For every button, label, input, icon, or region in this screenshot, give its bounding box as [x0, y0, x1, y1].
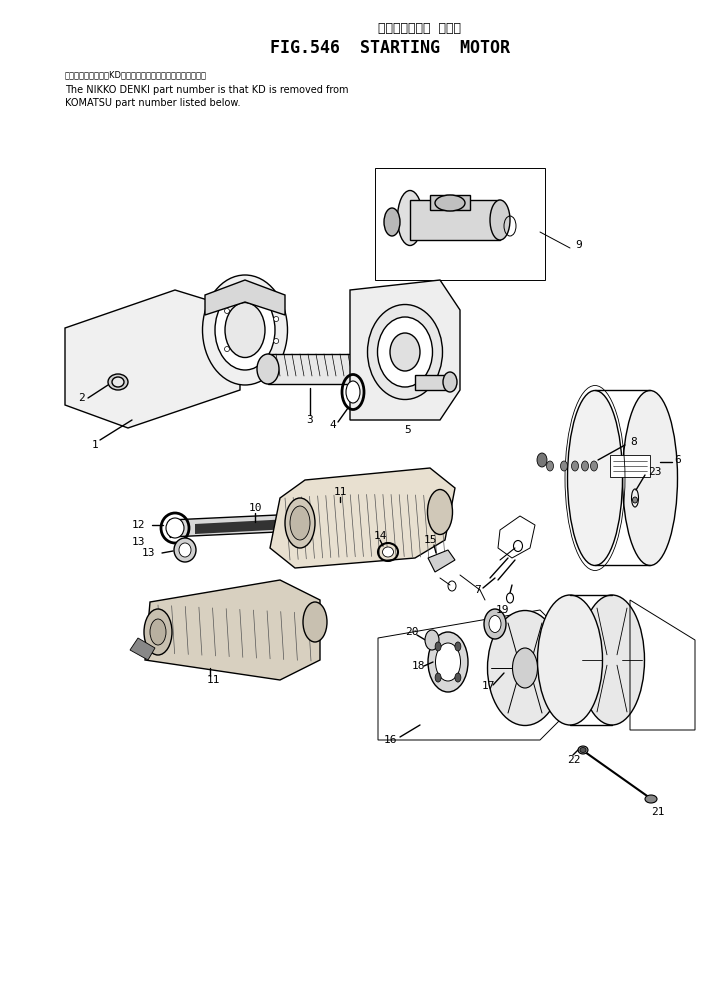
- Text: スターティング  モータ: スターティング モータ: [379, 22, 462, 35]
- Ellipse shape: [166, 518, 184, 538]
- Polygon shape: [205, 280, 285, 315]
- Polygon shape: [65, 290, 240, 428]
- Text: 19: 19: [496, 605, 509, 615]
- Ellipse shape: [225, 303, 265, 357]
- Ellipse shape: [367, 305, 442, 400]
- Ellipse shape: [382, 547, 393, 557]
- Text: 20: 20: [406, 627, 419, 637]
- Polygon shape: [268, 354, 378, 384]
- Text: 5: 5: [405, 425, 411, 435]
- Text: 4: 4: [330, 420, 336, 430]
- Ellipse shape: [632, 497, 637, 503]
- Ellipse shape: [567, 391, 623, 566]
- Ellipse shape: [490, 200, 510, 240]
- Ellipse shape: [367, 354, 389, 384]
- Text: 23: 23: [648, 467, 661, 477]
- Text: 13: 13: [142, 548, 155, 558]
- Ellipse shape: [579, 595, 644, 725]
- Ellipse shape: [257, 354, 279, 384]
- Ellipse shape: [571, 461, 579, 471]
- Ellipse shape: [285, 498, 315, 548]
- Text: KOMATSU part number listed below.: KOMATSU part number listed below.: [65, 98, 240, 108]
- Ellipse shape: [435, 642, 441, 651]
- Text: 7: 7: [474, 585, 481, 595]
- Ellipse shape: [179, 543, 191, 557]
- Text: 3: 3: [306, 415, 313, 425]
- Text: 21: 21: [652, 807, 665, 817]
- Ellipse shape: [537, 595, 603, 725]
- Ellipse shape: [435, 674, 441, 682]
- Text: 品番のメーカー記号KDを除いたものが日尿電機の品番です。: 品番のメーカー記号KDを除いたものが日尿電機の品番です。: [65, 70, 207, 79]
- Text: 2: 2: [78, 393, 85, 403]
- Ellipse shape: [290, 506, 310, 540]
- Ellipse shape: [488, 610, 562, 726]
- Ellipse shape: [425, 630, 439, 650]
- Text: 15: 15: [423, 535, 437, 545]
- Text: 17: 17: [481, 681, 495, 691]
- Polygon shape: [170, 510, 395, 537]
- Ellipse shape: [390, 333, 420, 371]
- Ellipse shape: [645, 795, 657, 803]
- Ellipse shape: [455, 674, 461, 682]
- Ellipse shape: [225, 346, 230, 351]
- Ellipse shape: [489, 615, 501, 633]
- Ellipse shape: [435, 643, 461, 681]
- Ellipse shape: [428, 490, 452, 534]
- Ellipse shape: [377, 317, 432, 387]
- Text: FIG.546  STARTING  MOTOR: FIG.546 STARTING MOTOR: [270, 39, 510, 57]
- Polygon shape: [428, 550, 455, 572]
- Ellipse shape: [623, 391, 678, 566]
- Ellipse shape: [203, 275, 288, 385]
- Ellipse shape: [537, 453, 547, 467]
- Ellipse shape: [561, 461, 567, 471]
- Ellipse shape: [484, 609, 506, 639]
- Ellipse shape: [274, 316, 279, 321]
- Polygon shape: [415, 375, 450, 390]
- Ellipse shape: [578, 746, 588, 754]
- Ellipse shape: [225, 309, 230, 314]
- Polygon shape: [130, 638, 155, 660]
- Ellipse shape: [581, 461, 588, 471]
- Ellipse shape: [547, 461, 554, 471]
- Text: 13: 13: [131, 537, 145, 547]
- Ellipse shape: [303, 602, 327, 642]
- Polygon shape: [430, 195, 470, 210]
- Text: The NIKKO DENKI part number is that KD is removed from: The NIKKO DENKI part number is that KD i…: [65, 85, 349, 95]
- Ellipse shape: [215, 290, 275, 370]
- Bar: [610, 455, 650, 477]
- Polygon shape: [270, 468, 455, 568]
- Ellipse shape: [398, 191, 423, 245]
- Ellipse shape: [428, 632, 468, 692]
- Ellipse shape: [513, 648, 537, 688]
- Text: 1: 1: [91, 440, 98, 450]
- Ellipse shape: [591, 461, 598, 471]
- Text: 11: 11: [206, 675, 220, 685]
- Text: 11: 11: [333, 487, 347, 497]
- Ellipse shape: [455, 642, 461, 651]
- Ellipse shape: [108, 374, 128, 390]
- Text: 22: 22: [567, 755, 581, 765]
- Text: 9: 9: [575, 240, 582, 250]
- Ellipse shape: [144, 609, 172, 655]
- Ellipse shape: [435, 195, 465, 211]
- Polygon shape: [410, 200, 500, 240]
- Text: 14: 14: [373, 531, 386, 541]
- Ellipse shape: [346, 381, 360, 403]
- Text: 12: 12: [131, 520, 145, 530]
- Ellipse shape: [384, 208, 400, 236]
- Ellipse shape: [150, 619, 166, 645]
- Polygon shape: [145, 580, 320, 680]
- Polygon shape: [350, 280, 460, 420]
- Polygon shape: [195, 514, 385, 534]
- Ellipse shape: [274, 338, 279, 343]
- Ellipse shape: [174, 538, 196, 562]
- Ellipse shape: [443, 372, 457, 392]
- Text: 10: 10: [248, 503, 262, 513]
- Ellipse shape: [112, 377, 124, 387]
- Ellipse shape: [580, 748, 586, 753]
- Text: 8: 8: [630, 437, 637, 447]
- Text: 18: 18: [411, 661, 425, 671]
- Text: 6: 6: [675, 455, 681, 465]
- Text: 16: 16: [384, 735, 397, 745]
